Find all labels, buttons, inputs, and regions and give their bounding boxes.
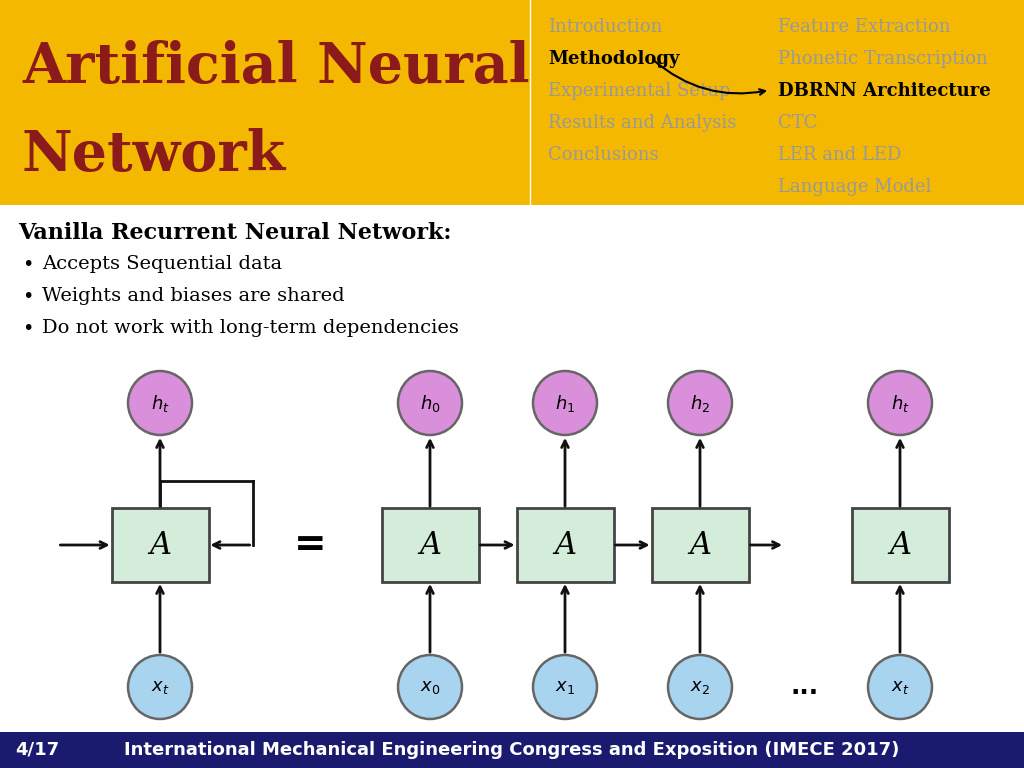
Circle shape [668, 371, 732, 435]
Text: 4/17: 4/17 [15, 741, 59, 759]
Bar [0, 732, 1024, 768]
Text: Feature Extraction: Feature Extraction [778, 18, 950, 36]
Circle shape [868, 655, 932, 719]
Circle shape [128, 371, 193, 435]
Circle shape [868, 371, 932, 435]
Text: $h_1$: $h_1$ [555, 392, 575, 413]
FancyBboxPatch shape [651, 508, 749, 582]
FancyBboxPatch shape [516, 508, 613, 582]
Text: CTC: CTC [778, 114, 817, 132]
Circle shape [398, 655, 462, 719]
Text: Conclusions: Conclusions [548, 146, 658, 164]
FancyBboxPatch shape [382, 508, 478, 582]
Text: $x_t$: $x_t$ [891, 678, 909, 696]
Text: A: A [889, 529, 911, 561]
Text: Methodology: Methodology [548, 50, 680, 68]
Text: $x_t$: $x_t$ [151, 678, 169, 696]
Text: $h_t$: $h_t$ [151, 392, 169, 413]
Text: ...: ... [791, 675, 819, 699]
Text: Language Model: Language Model [778, 178, 932, 196]
Text: Experimental Setup: Experimental Setup [548, 82, 730, 100]
FancyBboxPatch shape [112, 508, 209, 582]
Text: International Mechanical Engineering Congress and Exposition (IMECE 2017): International Mechanical Engineering Con… [124, 741, 900, 759]
Text: $h_0$: $h_0$ [420, 392, 440, 413]
Text: Weights and biases are shared: Weights and biases are shared [42, 287, 345, 305]
Text: $x_0$: $x_0$ [420, 678, 440, 696]
Text: Results and Analysis: Results and Analysis [548, 114, 736, 132]
Text: Vanilla Recurrent Neural Network:: Vanilla Recurrent Neural Network: [18, 222, 452, 244]
Text: A: A [689, 529, 711, 561]
Text: •: • [22, 287, 34, 306]
Text: •: • [22, 255, 34, 274]
Text: $h_t$: $h_t$ [891, 392, 909, 413]
Circle shape [398, 371, 462, 435]
Text: A: A [419, 529, 441, 561]
Text: A: A [150, 529, 171, 561]
Circle shape [668, 655, 732, 719]
Text: Phonetic Transcription: Phonetic Transcription [778, 50, 988, 68]
Text: Do not work with long-term dependencies: Do not work with long-term dependencies [42, 319, 459, 337]
Text: Artificial Neural: Artificial Neural [22, 41, 529, 95]
Text: •: • [22, 319, 34, 338]
Text: A: A [554, 529, 575, 561]
Text: DBRNN Architecture: DBRNN Architecture [778, 82, 991, 100]
Bar [0, 0, 1024, 205]
FancyBboxPatch shape [852, 508, 948, 582]
Text: Network: Network [22, 127, 287, 183]
Text: $h_2$: $h_2$ [690, 392, 710, 413]
Circle shape [128, 655, 193, 719]
Text: $x_2$: $x_2$ [690, 678, 710, 696]
Circle shape [534, 655, 597, 719]
Text: $x_1$: $x_1$ [555, 678, 575, 696]
Text: Introduction: Introduction [548, 18, 663, 36]
Text: =: = [294, 526, 327, 564]
Text: LER and LED: LER and LED [778, 146, 901, 164]
Circle shape [534, 371, 597, 435]
Text: Accepts Sequential data: Accepts Sequential data [42, 255, 283, 273]
